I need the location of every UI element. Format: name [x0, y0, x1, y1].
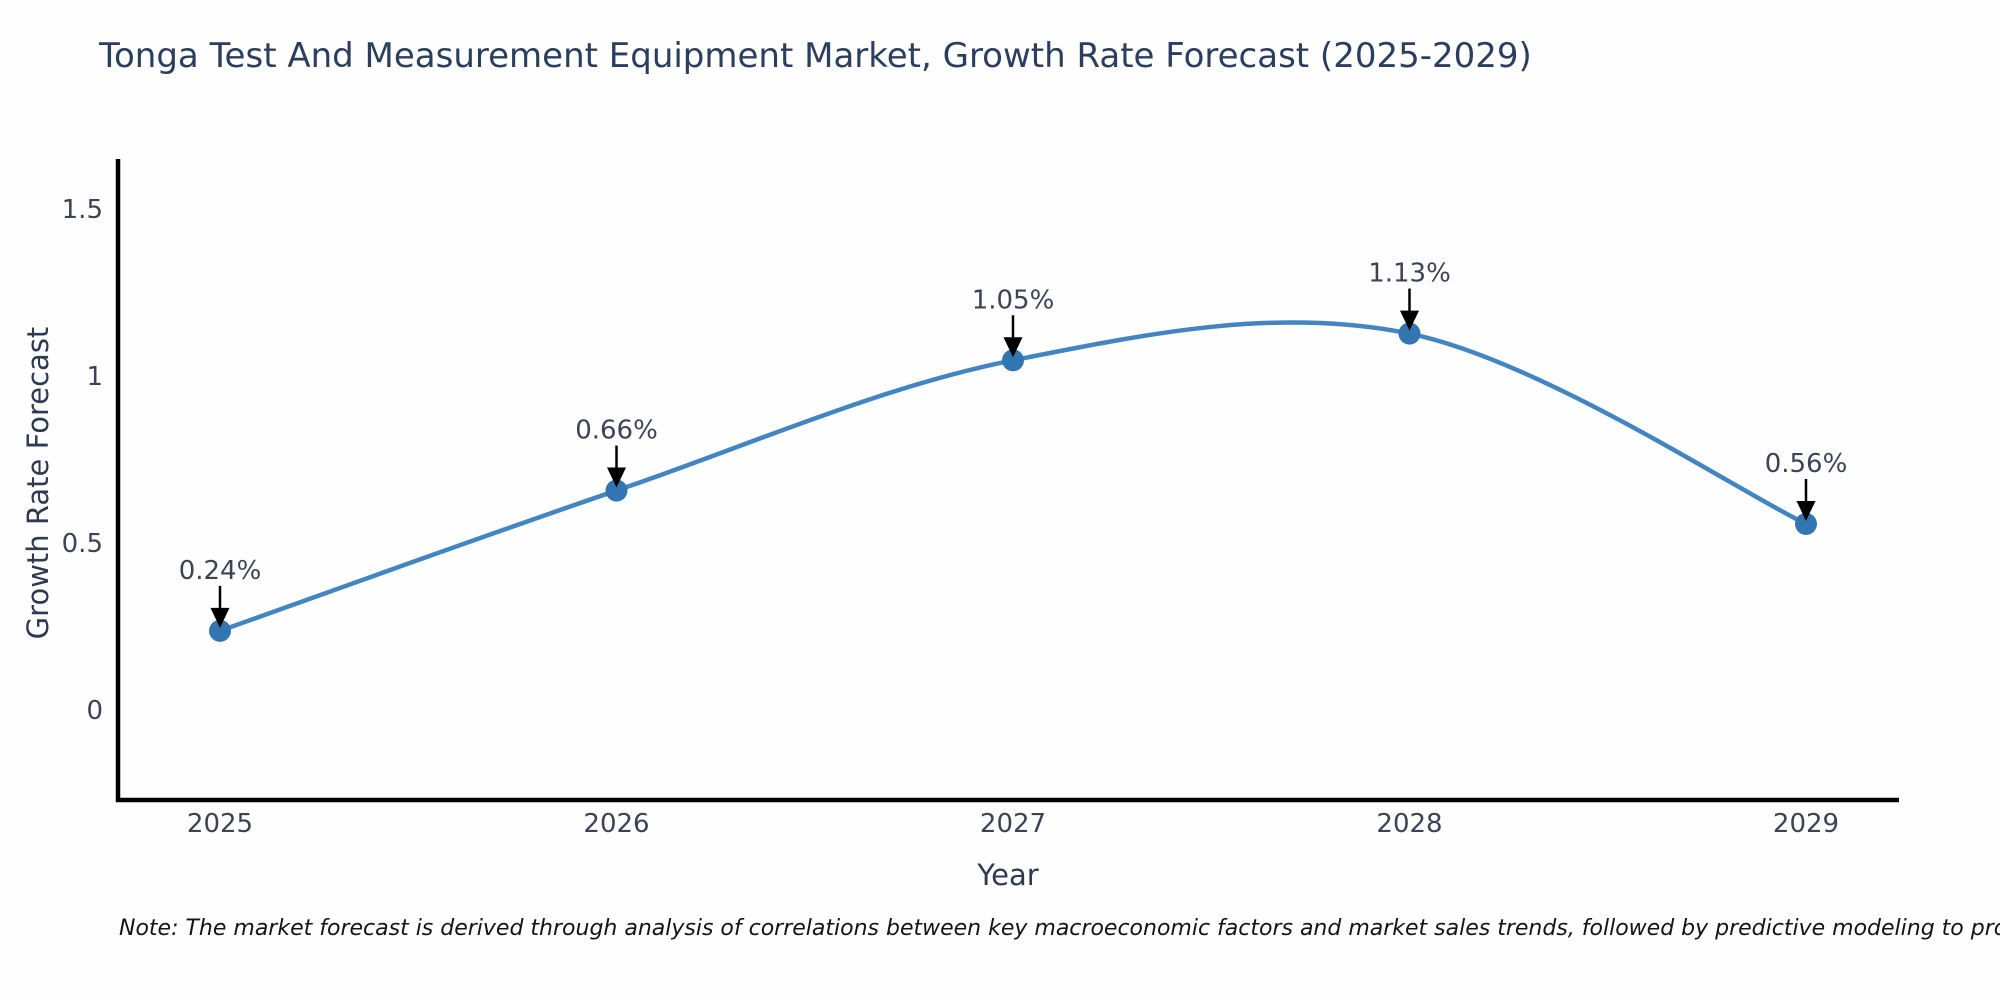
- data-point-2026: [605, 479, 628, 502]
- annotation-arrow-head: [1796, 500, 1816, 521]
- data-label-2026: 0.66%: [575, 416, 658, 446]
- annotation-arrow-head: [1400, 310, 1419, 331]
- y-tick-label-0.5: 0.5: [62, 529, 103, 559]
- data-label-2027: 1.05%: [972, 285, 1055, 315]
- x-tick-label-2027: 2027: [980, 809, 1046, 839]
- footnote: Note: The market forecast is derived thr…: [119, 916, 2000, 941]
- chart-title: Tonga Test And Measurement Equipment Mar…: [99, 36, 1532, 76]
- data-point-2025: [209, 619, 231, 642]
- y-tick-label-0: 0: [86, 696, 103, 726]
- data-point-2027: [1002, 349, 1024, 372]
- y-tick-label-1.5: 1.5: [62, 195, 103, 225]
- data-point-2028: [1398, 322, 1421, 345]
- x-tick-label-2028: 2028: [1376, 809, 1442, 839]
- annotation-arrow-head: [1003, 337, 1023, 358]
- y-tick-label-1: 1: [86, 362, 103, 392]
- x-axis-title: Year: [977, 858, 1039, 892]
- data-label-2025: 0.24%: [179, 556, 262, 586]
- x-tick-label-2029: 2029: [1773, 809, 1839, 839]
- data-label-2029: 0.56%: [1765, 449, 1848, 479]
- data-label-2028: 1.13%: [1368, 259, 1451, 289]
- annotation-arrow-head: [210, 607, 230, 628]
- y-axis-title: Growth Rate Forecast: [21, 326, 55, 640]
- x-tick-label-2026: 2026: [583, 809, 649, 839]
- x-tick-label-2025: 2025: [187, 809, 253, 839]
- data-point-2029: [1795, 512, 1817, 535]
- annotation-arrow-head: [607, 467, 626, 488]
